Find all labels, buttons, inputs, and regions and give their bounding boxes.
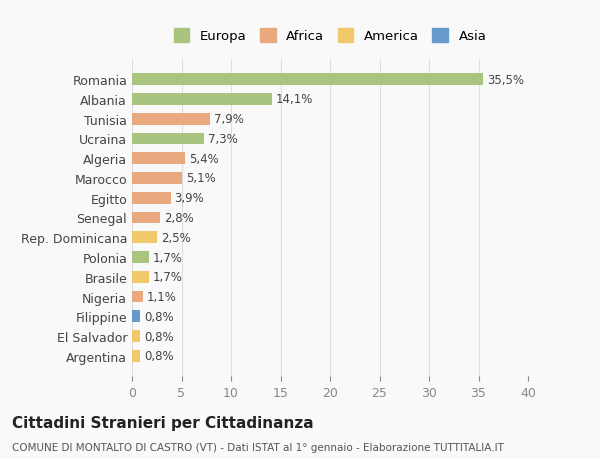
Bar	[132, 291, 143, 303]
Bar	[132, 271, 149, 283]
Text: 2,8%: 2,8%	[164, 212, 193, 224]
Bar	[132, 350, 140, 362]
Text: 7,9%: 7,9%	[214, 113, 244, 126]
Text: 7,3%: 7,3%	[208, 133, 238, 146]
Text: 1,1%: 1,1%	[147, 291, 177, 303]
Bar	[132, 212, 160, 224]
Bar	[132, 232, 157, 244]
Text: 5,4%: 5,4%	[190, 152, 219, 165]
Text: 5,1%: 5,1%	[187, 172, 216, 185]
Text: COMUNE DI MONTALTO DI CASTRO (VT) - Dati ISTAT al 1° gennaio - Elaborazione TUTT: COMUNE DI MONTALTO DI CASTRO (VT) - Dati…	[12, 442, 504, 452]
Bar	[132, 173, 182, 185]
Bar	[132, 192, 170, 204]
Text: 2,5%: 2,5%	[161, 231, 190, 244]
Bar	[132, 311, 140, 323]
Bar	[132, 113, 210, 125]
Text: 35,5%: 35,5%	[487, 73, 524, 86]
Bar	[132, 133, 204, 145]
Legend: Europa, Africa, America, Asia: Europa, Africa, America, Asia	[170, 25, 490, 47]
Text: 0,8%: 0,8%	[144, 310, 173, 323]
Bar	[132, 153, 185, 165]
Text: 14,1%: 14,1%	[275, 93, 313, 106]
Text: 0,8%: 0,8%	[144, 330, 173, 343]
Text: 3,9%: 3,9%	[175, 192, 205, 205]
Bar	[132, 330, 140, 342]
Text: 1,7%: 1,7%	[153, 251, 182, 264]
Bar	[132, 74, 484, 86]
Text: Cittadini Stranieri per Cittadinanza: Cittadini Stranieri per Cittadinanza	[12, 415, 314, 430]
Bar	[132, 94, 272, 106]
Text: 1,7%: 1,7%	[153, 271, 182, 284]
Text: 0,8%: 0,8%	[144, 350, 173, 363]
Bar	[132, 252, 149, 263]
